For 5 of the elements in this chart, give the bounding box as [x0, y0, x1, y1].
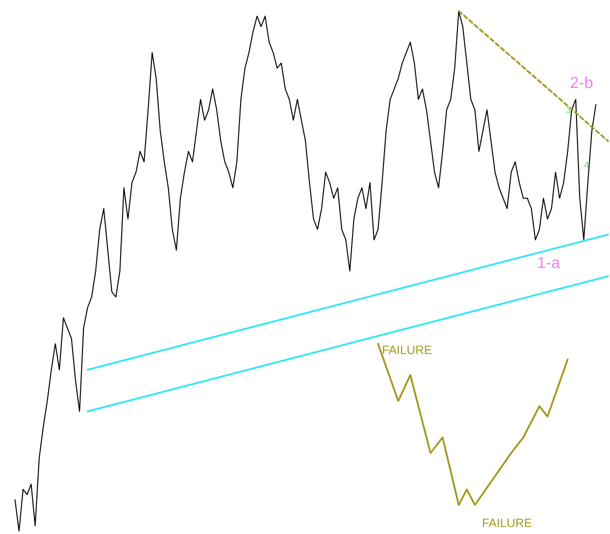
- annotation: 1-a: [537, 255, 560, 272]
- annotation: 2-b: [570, 75, 594, 92]
- annotation: 3: [566, 105, 572, 115]
- annotation: FAILURE: [482, 516, 532, 530]
- annotation: FAILURE: [382, 343, 432, 357]
